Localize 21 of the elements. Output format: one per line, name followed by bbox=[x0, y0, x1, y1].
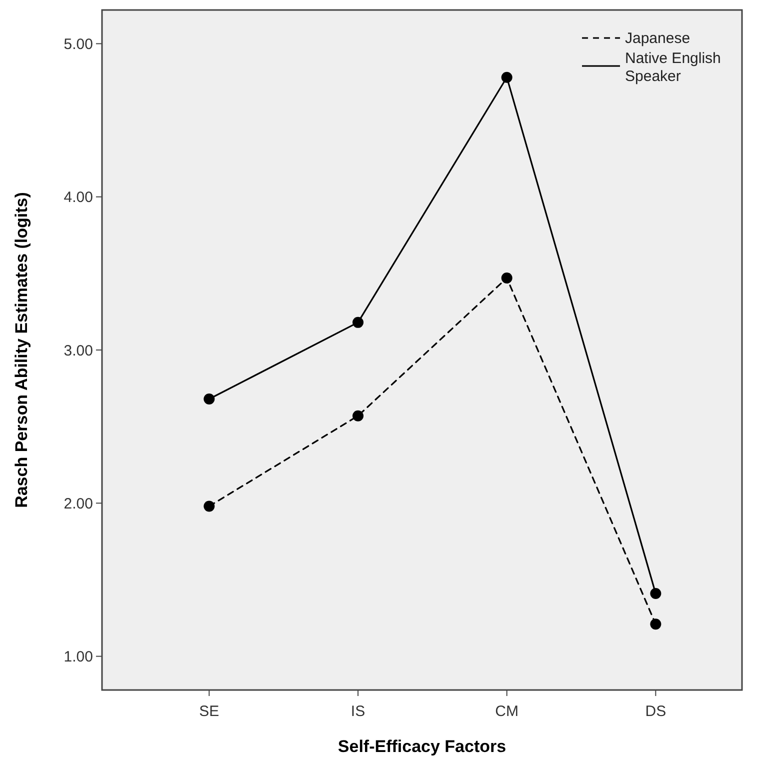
legend-label: Native English Speaker bbox=[625, 50, 721, 85]
point bbox=[352, 316, 364, 328]
y-tick-label: 5.00 bbox=[64, 36, 93, 53]
point bbox=[204, 500, 215, 512]
y-tick-label: 2.00 bbox=[64, 495, 93, 512]
point bbox=[501, 72, 512, 83]
point bbox=[650, 588, 662, 600]
y-tick-label: 3.00 bbox=[64, 342, 93, 360]
x-tick-label: DS bbox=[645, 703, 666, 720]
x-tick-label: IS bbox=[350, 703, 366, 720]
x-tick-label: SE bbox=[199, 703, 220, 720]
y-tick-label: 4.00 bbox=[64, 189, 93, 206]
point bbox=[204, 394, 215, 405]
y-tick-label: 1.00 bbox=[64, 648, 93, 666]
x-tick-label: CM bbox=[495, 703, 518, 720]
legend-label: Japanese bbox=[625, 30, 690, 47]
point bbox=[650, 618, 662, 630]
y-axis-title: Rasch Person Ability Estimates (logits) bbox=[12, 192, 31, 508]
point bbox=[352, 410, 364, 422]
point bbox=[501, 272, 512, 284]
x-axis-title: Self-Efficacy Factors bbox=[338, 737, 506, 756]
